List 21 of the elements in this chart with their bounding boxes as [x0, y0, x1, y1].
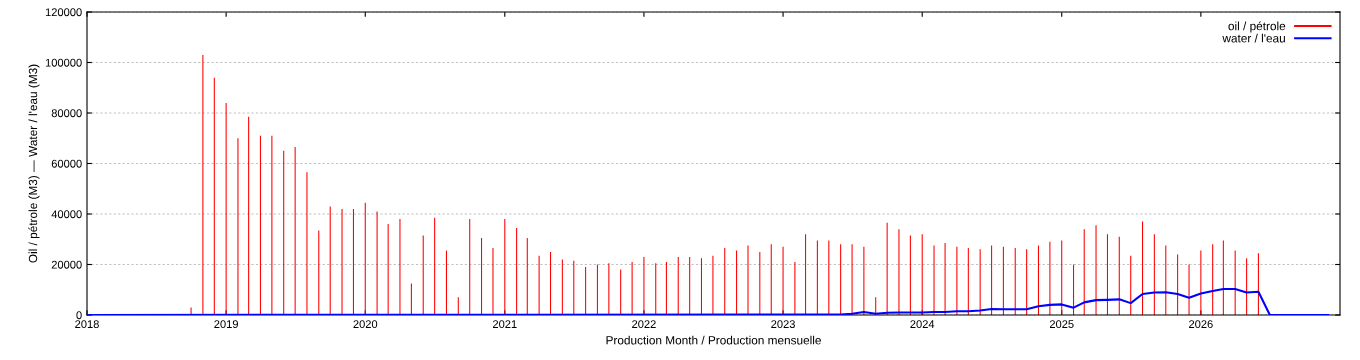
- x-tick-label: 2023: [771, 320, 795, 329]
- y-tick-label: 120000: [45, 8, 82, 17]
- x-axis-title: Production Month / Production mensuelle: [606, 335, 821, 345]
- y-tick-label: 100000: [45, 58, 82, 67]
- x-tick-label: 2022: [632, 320, 656, 329]
- line-series: [87, 287, 1330, 315]
- y-tick-label: 40000: [51, 210, 82, 219]
- x-tick-label: 2025: [1049, 320, 1074, 329]
- y-tick-label: 0: [76, 311, 82, 320]
- y-tick-label: 60000: [51, 159, 82, 168]
- x-tick-label: 2019: [214, 320, 238, 329]
- x-tick-label: 2020: [353, 320, 378, 329]
- x-tick-label: 2026: [1189, 320, 1213, 329]
- y-tick-label: 20000: [51, 260, 82, 269]
- legend-label: oil / pétrole: [1228, 21, 1286, 33]
- x-tick-label: 2021: [493, 320, 517, 329]
- y-axis-title: Oil / pétrole (M3) — Water / l'eau (M3): [28, 64, 40, 263]
- legend-label: water / l'eau: [1222, 33, 1285, 43]
- x-tick-label: 2018: [75, 320, 99, 329]
- x-tick-label: 2024: [910, 320, 935, 329]
- y-tick-label: 80000: [51, 109, 82, 118]
